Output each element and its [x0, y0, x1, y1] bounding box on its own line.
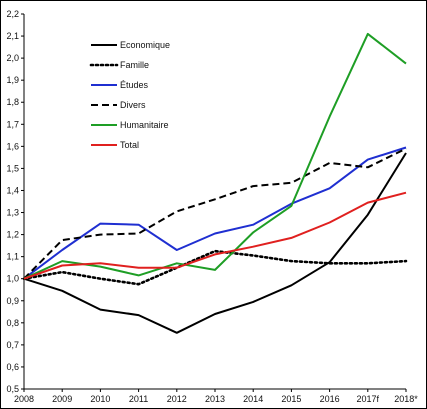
x-tick-label: 2009 — [52, 394, 72, 404]
y-tick-label: 0,9 — [6, 296, 19, 306]
legend-label-tudes: Études — [120, 80, 149, 90]
y-tick-label: 0,6 — [6, 362, 19, 372]
x-tick-label: 2018* — [394, 394, 418, 404]
y-tick-label: 0,8 — [6, 318, 19, 328]
x-tick-label: 2010 — [90, 394, 110, 404]
y-tick-label: 2,2 — [6, 9, 19, 19]
legend: Economique Famille Études Divers Humanitaire… — [89, 40, 170, 150]
series-line-total — [23, 191, 407, 280]
axes: 0,5 0,6 0,7 0,8 0,9 1,0 1,1 1,2 1,3 1,4 1,5 1,6 1,7 1… — [6, 9, 418, 404]
series-line-economique — [23, 152, 407, 334]
y-tick-label: 1,1 — [6, 252, 19, 262]
y-tick-label: 1,4 — [6, 185, 19, 195]
y-tick-label: 0,7 — [6, 340, 19, 350]
x-tick-label: 2015 — [281, 394, 301, 404]
y-tick-label: 2,1 — [6, 31, 19, 41]
y-tick-label: 1,8 — [6, 97, 19, 107]
legend-label-economique: Economique — [120, 40, 170, 50]
y-tick-label: 0,5 — [6, 384, 19, 394]
legend-label-famille: Famille — [120, 60, 149, 70]
series-layer — [22, 32, 408, 334]
y-tick-label: 1,9 — [6, 75, 19, 85]
legend-label-divers: Divers — [120, 100, 146, 110]
y-tick-label: 1,7 — [6, 119, 19, 129]
x-tick-label: 2013 — [205, 394, 225, 404]
y-tick-label: 1,3 — [6, 208, 19, 218]
legend-label-total: Total — [120, 140, 139, 150]
legend-label-humanitaire: Humanitaire — [120, 120, 169, 130]
y-tick-label: 2,0 — [6, 53, 19, 63]
series-line-divers — [23, 147, 407, 280]
x-tick-label: 2012 — [167, 394, 187, 404]
series-line-famille — [22, 249, 408, 286]
x-tick-label: 2014 — [243, 394, 263, 404]
y-tick-label: 1,0 — [6, 274, 19, 284]
series-line-tudes — [23, 146, 407, 280]
y-tick-label: 1,2 — [6, 230, 19, 240]
y-tick-label: 1,6 — [6, 141, 19, 151]
x-tick-label: 2016 — [320, 394, 340, 404]
x-tick-label: 2011 — [129, 394, 148, 404]
x-tick-label: 2008 — [14, 394, 34, 404]
x-tick-label: 2017f — [357, 394, 380, 404]
y-tick-label: 1,5 — [6, 163, 19, 173]
